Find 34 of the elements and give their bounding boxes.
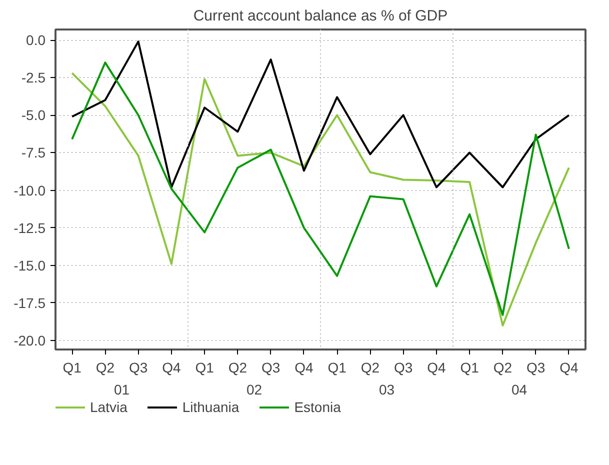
x-tick-label: Q4 <box>162 360 181 376</box>
x-tick-label: Q3 <box>394 360 413 376</box>
x-tick-label: Q1 <box>62 360 82 376</box>
text: 01 <box>114 382 130 398</box>
legend-label: Estonia <box>294 399 341 415</box>
text: 04 <box>511 382 528 398</box>
chart-title: Current account balance as % of GDP <box>193 8 448 24</box>
x-tick-label: Q2 <box>493 360 512 376</box>
legend-label: Lithuania <box>182 399 240 415</box>
x-tick-label: Q2 <box>228 360 248 376</box>
y-tick-label: -12.5 <box>14 220 46 236</box>
y-tick-label: -10.0 <box>14 182 46 198</box>
legend-label: Latvia <box>90 399 128 415</box>
x-tick-label: Q3 <box>261 360 280 376</box>
y-tick-label: -7.5 <box>21 144 46 161</box>
x-tick-label: Q3 <box>526 360 546 376</box>
line-series <box>71 40 570 188</box>
x-tick-label: Q4 <box>427 360 446 376</box>
x-tick-label: Q4 <box>294 360 314 376</box>
y-tick-label: -15.0 <box>14 257 46 274</box>
x-tick-label: Q1 <box>195 360 214 376</box>
x-tick-label: Q4 <box>560 360 578 376</box>
y-tick-label: -5.0 <box>21 107 46 124</box>
text: 03 <box>378 382 395 398</box>
y-tick-label: -17.5 <box>14 294 46 311</box>
text: 02 <box>246 382 262 398</box>
y-tick-label: -20.0 <box>14 332 46 348</box>
y-tick-label: 0.0 <box>26 32 46 48</box>
x-tick-label: Q1 <box>328 360 347 376</box>
x-tick-label: Q3 <box>128 360 148 376</box>
x-tick-label: Q2 <box>360 360 380 376</box>
x-tick-label: Q2 <box>96 360 115 376</box>
x-tick-label: Q1 <box>460 360 480 376</box>
y-tick-label: -2.5 <box>21 70 46 86</box>
